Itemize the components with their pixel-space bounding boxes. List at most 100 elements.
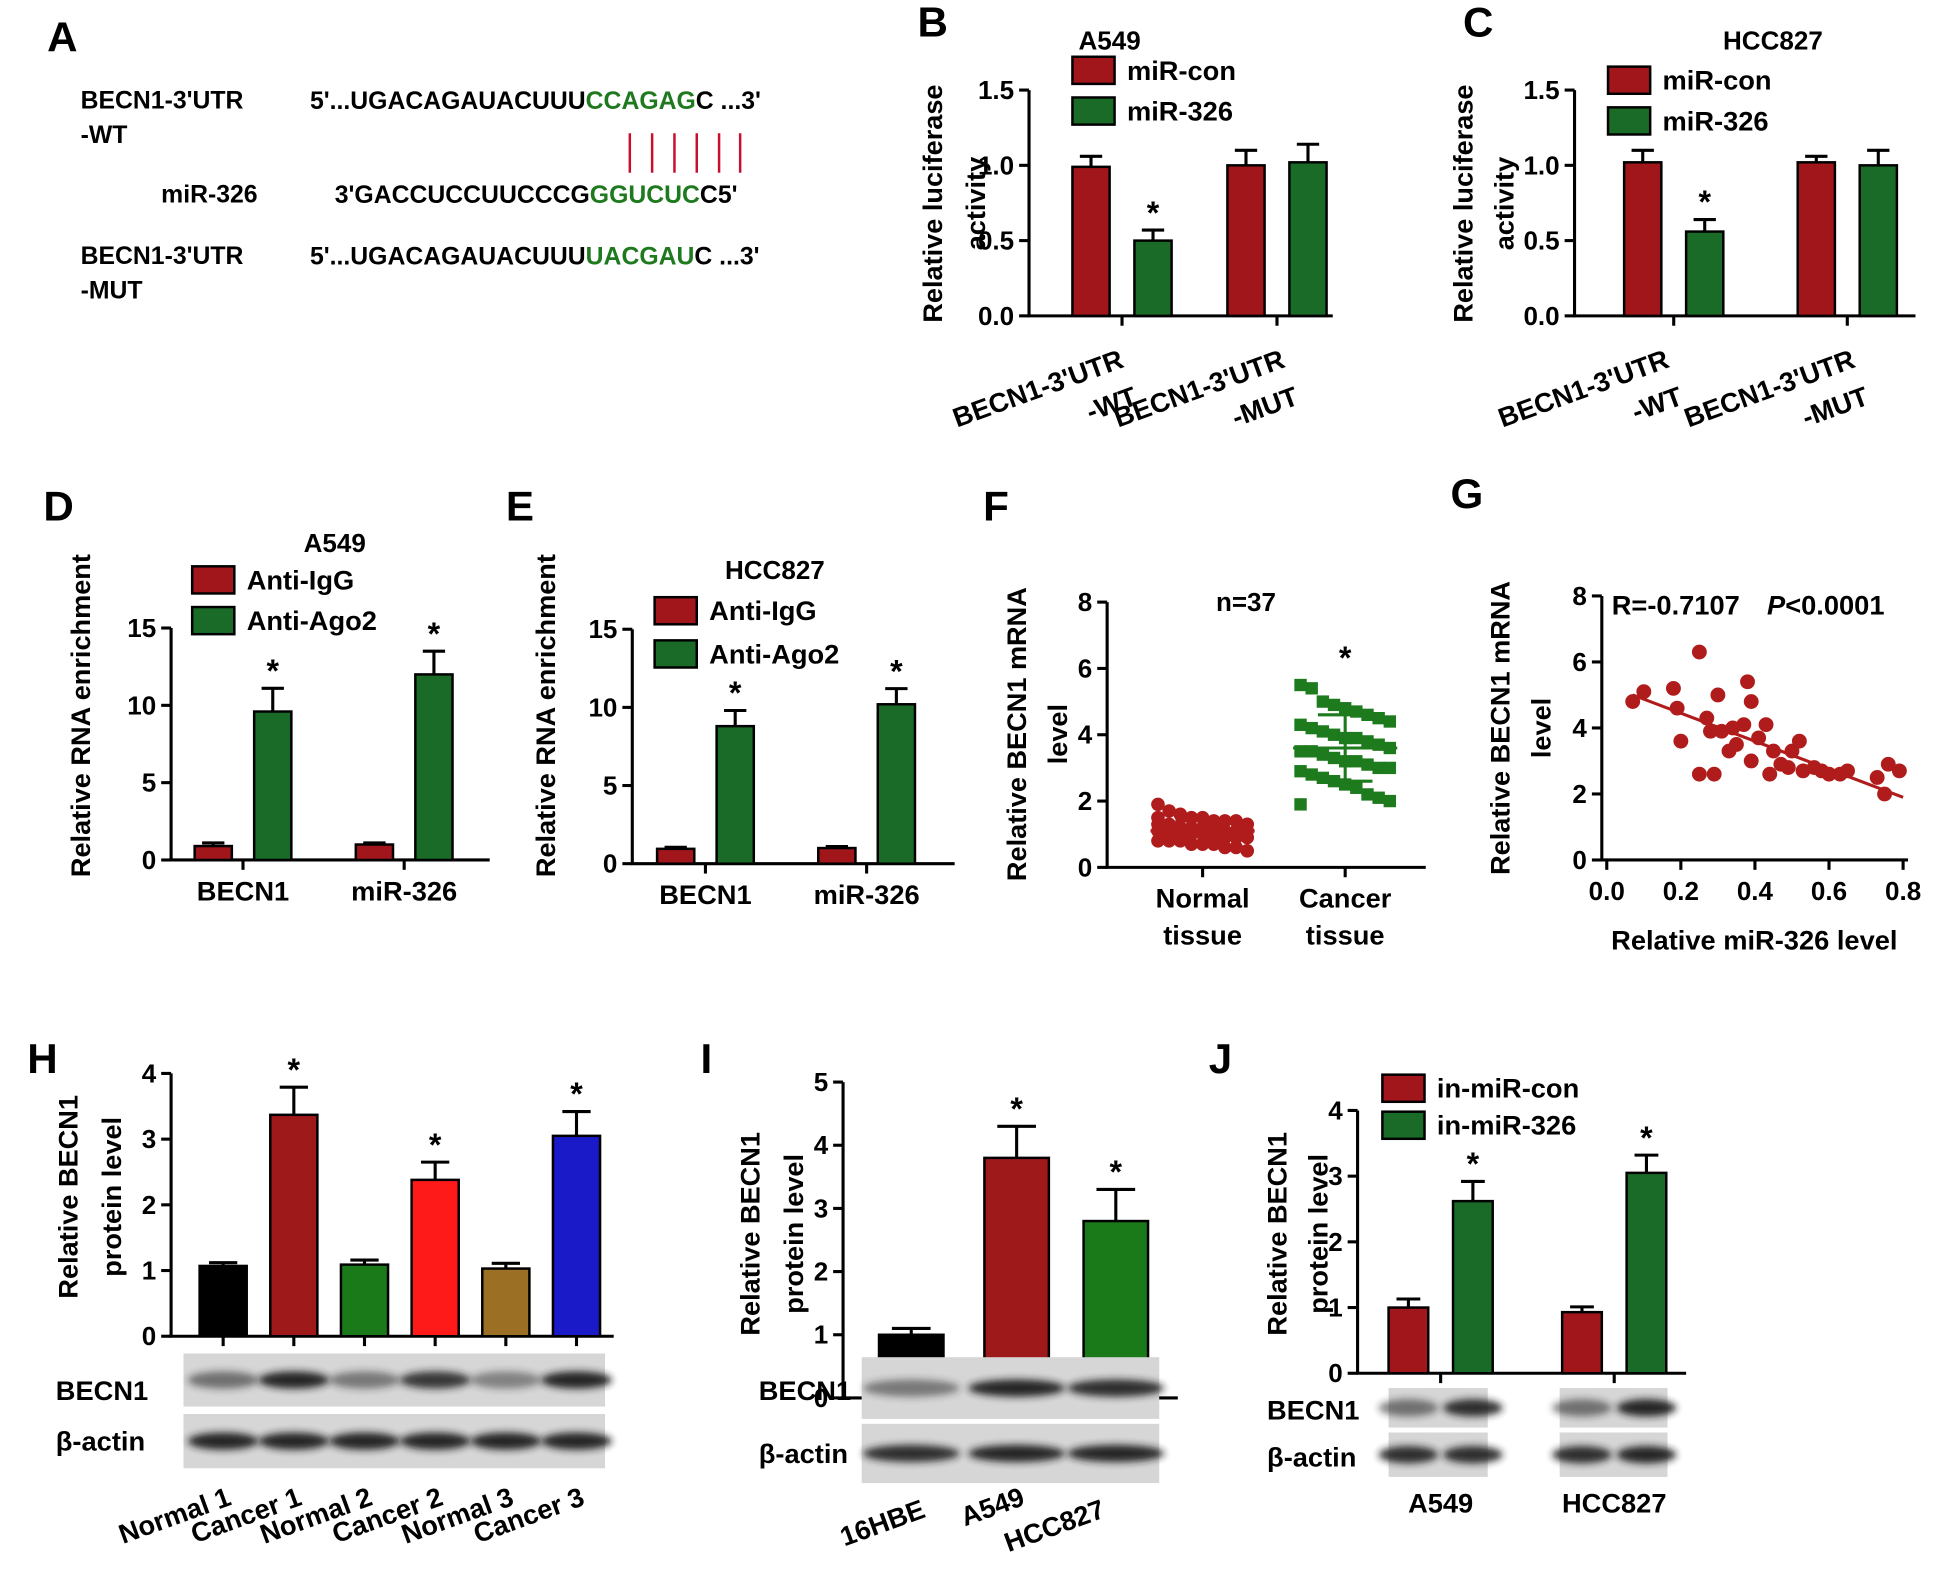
point <box>1740 674 1755 690</box>
point <box>1350 731 1363 745</box>
point <box>1294 678 1307 692</box>
significance-mark: * <box>729 675 742 711</box>
x-tick-label: A549 <box>1408 1487 1473 1518</box>
legend-swatch <box>1381 1073 1426 1104</box>
y-axis-label: Relative BECN1 <box>53 1095 84 1299</box>
legend-label: Anti-Ago2 <box>709 638 839 669</box>
blot-band <box>1552 1446 1612 1464</box>
legend-swatch <box>190 565 236 595</box>
x-tick-label: 0.0 <box>1589 876 1625 906</box>
y-tick-label: 2 <box>142 1190 156 1220</box>
significance-mark: * <box>429 1127 442 1163</box>
y-axis-label: Relative BECN1 <box>735 1132 766 1336</box>
chart-title: HCC827 <box>1723 26 1823 56</box>
point <box>1780 760 1796 775</box>
blot-label: BECN1 <box>1267 1395 1359 1426</box>
chart-title: n=37 <box>1216 587 1276 617</box>
point <box>1151 810 1165 825</box>
significance-mark: * <box>266 653 279 689</box>
stat-p-value: <0.0001 <box>1785 589 1884 620</box>
sequence-name: BECN1-3'UTR <box>81 243 244 270</box>
error-bar <box>664 845 687 849</box>
error-bar <box>279 1085 308 1115</box>
y-axis-label: Relative luciferase <box>917 84 948 322</box>
sequence: 3'GACCUCCUUCCCGGGUCUCC5' <box>335 181 738 208</box>
point <box>1372 791 1385 804</box>
y-tick-label: 4 <box>814 1130 829 1160</box>
point <box>1338 702 1352 715</box>
point <box>1743 694 1759 709</box>
point <box>1294 765 1307 778</box>
point <box>1350 781 1363 794</box>
panel-letter: H <box>27 1035 57 1082</box>
chart-title: A549 <box>304 528 366 558</box>
x-tick-label: 0.6 <box>1811 876 1847 906</box>
legend-label: Anti-Ago2 <box>247 605 377 636</box>
point <box>1162 804 1176 818</box>
legend-label: miR-con <box>1663 65 1772 96</box>
bar <box>1684 230 1725 318</box>
y-tick-label: 0 <box>1078 852 1092 882</box>
point <box>1173 807 1188 822</box>
blot-band <box>399 1371 471 1389</box>
significance-mark: * <box>1110 1154 1123 1190</box>
bar <box>1288 161 1328 318</box>
sequence-segment: UACGAU <box>586 243 695 270</box>
y-tick-label: 0 <box>1328 1358 1342 1388</box>
error-bar <box>724 708 747 727</box>
x-tick-label: BECN1 <box>659 879 751 910</box>
error-bar <box>825 844 849 849</box>
bar <box>481 1267 531 1338</box>
point <box>1305 768 1318 781</box>
error-bar <box>261 686 284 712</box>
point <box>1162 834 1176 848</box>
x-tick-label: miR-326 <box>351 875 457 906</box>
y-axis-label: level <box>1042 704 1073 764</box>
point <box>1762 766 1778 782</box>
sequence: 5'...UGACAGAUACUUUUACGAUC ...3' <box>310 243 760 270</box>
point <box>1869 770 1885 785</box>
bar <box>551 1134 602 1338</box>
x-tick-label: tissue <box>1163 920 1242 951</box>
y-tick-label: 0 <box>142 845 156 875</box>
point <box>1361 788 1374 801</box>
blot-band <box>329 1371 400 1389</box>
point <box>1791 733 1807 749</box>
y-tick-label: 8 <box>1572 581 1586 611</box>
y-tick-label: 0.5 <box>978 226 1014 256</box>
blot-band <box>1616 1399 1677 1417</box>
bar <box>1226 164 1266 318</box>
y-tick-label: 2 <box>1572 779 1586 809</box>
point <box>1327 698 1341 712</box>
point <box>1151 797 1165 812</box>
y-axis-label: activity <box>1488 157 1519 250</box>
bar <box>1858 164 1899 318</box>
point <box>1706 766 1722 782</box>
point <box>1305 682 1318 695</box>
fit-line <box>1632 693 1904 799</box>
y-axis-label: Relative BECN1 <box>1261 1132 1292 1336</box>
significance-mark: * <box>1467 1146 1480 1182</box>
legend-swatch <box>1606 106 1652 136</box>
y-tick-label: 5 <box>603 771 617 801</box>
error-bar <box>1631 148 1654 163</box>
error-bar <box>885 687 908 705</box>
blot-band <box>1378 1446 1439 1464</box>
point <box>1229 830 1243 845</box>
blot-band <box>541 1432 612 1450</box>
x-tick-label: tissue <box>1306 920 1385 951</box>
bar <box>354 843 395 862</box>
x-tick-label: Normal <box>1156 883 1250 914</box>
y-tick-label: 6 <box>1078 653 1092 683</box>
point <box>1350 755 1363 768</box>
legend-swatch <box>653 639 699 669</box>
y-axis-label: Relative luciferase <box>1447 84 1478 322</box>
sequence-segment: 5'...UGACAGAUACUUU <box>310 243 586 270</box>
point <box>1218 840 1232 855</box>
pairing-lines <box>628 133 742 173</box>
bar <box>193 844 234 862</box>
point <box>1151 834 1165 848</box>
legend-label: miR-326 <box>1663 105 1769 136</box>
error-bar <box>209 1261 238 1266</box>
